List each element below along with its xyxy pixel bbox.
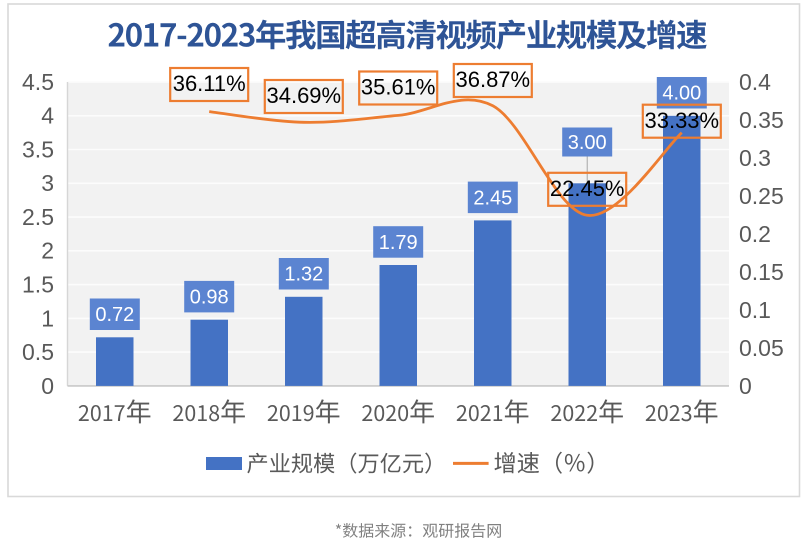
svg-text:0.98: 0.98 [190, 287, 229, 309]
svg-text:0.35: 0.35 [739, 107, 784, 133]
svg-text:0.4: 0.4 [739, 69, 771, 95]
svg-text:4: 4 [41, 103, 54, 129]
svg-text:0.3: 0.3 [739, 145, 771, 171]
svg-text:33.33%: 33.33% [644, 108, 719, 133]
svg-text:36.11%: 36.11% [173, 71, 246, 96]
svg-text:0: 0 [41, 373, 54, 399]
svg-text:3.5: 3.5 [22, 136, 54, 162]
svg-text:3.00: 3.00 [568, 132, 607, 154]
svg-text:22.45%: 22.45% [550, 176, 625, 201]
svg-text:36.87%: 36.87% [455, 67, 530, 92]
svg-text:0.15: 0.15 [739, 259, 784, 285]
svg-text:2.5: 2.5 [22, 204, 54, 230]
svg-text:34.69%: 34.69% [266, 83, 341, 108]
svg-text:2: 2 [41, 238, 54, 264]
svg-text:0.5: 0.5 [22, 339, 54, 365]
svg-text:1.32: 1.32 [284, 264, 323, 286]
svg-text:2.45: 2.45 [473, 187, 512, 209]
svg-text:35.61%: 35.61% [361, 75, 436, 100]
svg-text:0.1: 0.1 [739, 297, 771, 323]
svg-text:0.2: 0.2 [739, 221, 771, 247]
svg-text:0: 0 [739, 373, 752, 399]
svg-text:0.25: 0.25 [739, 183, 784, 209]
svg-text:1.5: 1.5 [22, 272, 54, 298]
svg-text:0.72: 0.72 [95, 304, 134, 326]
svg-text:4.00: 4.00 [662, 83, 701, 105]
svg-text:4.5: 4.5 [22, 69, 54, 95]
svg-text:0.05: 0.05 [739, 335, 784, 361]
svg-text:1: 1 [41, 305, 54, 331]
svg-text:1.79: 1.79 [379, 232, 418, 254]
svg-text:3: 3 [41, 170, 54, 196]
